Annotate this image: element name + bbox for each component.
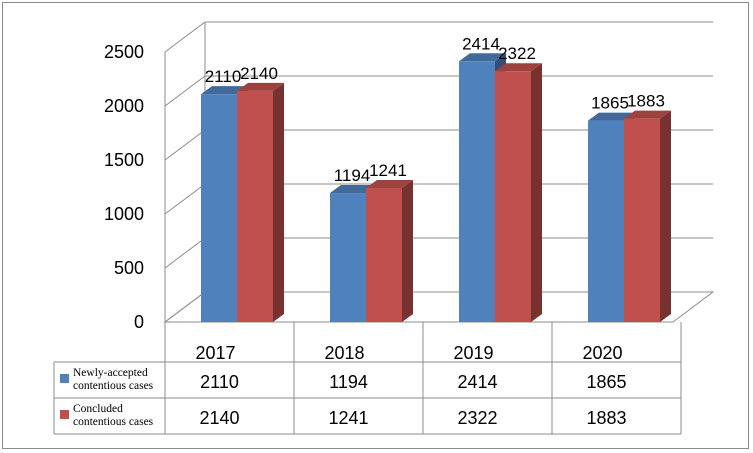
data-label: 2414 (462, 34, 500, 53)
table-cell-value: 2414 (457, 372, 497, 392)
category-label: 2017 (195, 343, 235, 363)
table-cell-value: 2110 (200, 372, 239, 392)
table-cell-value: 1241 (328, 408, 368, 428)
bar-top (588, 112, 635, 121)
table-cell-value: 1883 (586, 408, 626, 428)
gridline-diagonal (164, 129, 206, 161)
legend-swatch (60, 374, 69, 383)
bar-front (459, 61, 495, 323)
table-cell-value: 2140 (199, 408, 239, 428)
gridline-diagonal (164, 183, 206, 215)
bar-top (366, 179, 413, 188)
y-tick-label: 0 (134, 312, 144, 332)
bar (237, 82, 284, 322)
legend-label: Newly-accepted (73, 367, 148, 379)
bar-front (624, 118, 660, 322)
bar-front (366, 187, 402, 322)
bar-top (201, 86, 248, 95)
gridline-diagonal (164, 75, 206, 107)
data-label: 2322 (498, 44, 536, 63)
bar-top (237, 82, 284, 91)
gridline-diagonal (164, 291, 206, 323)
bar-top (459, 53, 506, 62)
legend-label: Concluded (73, 403, 123, 415)
y-tick-label: 2500 (104, 42, 144, 62)
data-label: 2140 (240, 64, 278, 83)
bar-side (273, 82, 284, 322)
y-tick-label: 2000 (104, 96, 144, 116)
table-cell-value: 1194 (329, 372, 368, 392)
y-tick-label: 1500 (104, 150, 144, 170)
y-tick-label: 500 (114, 258, 144, 278)
data-label: 1241 (369, 161, 407, 180)
y-tick-label: 1000 (104, 204, 144, 224)
bar (624, 110, 671, 322)
category-label: 2020 (582, 343, 622, 363)
bar-front (330, 193, 366, 322)
legend-label: contentious cases (73, 380, 154, 392)
bar-top (495, 63, 542, 72)
bar-front (495, 71, 531, 322)
bar-top (330, 185, 377, 194)
bar-side (660, 110, 671, 322)
data-label: 1865 (591, 94, 629, 113)
category-label: 2019 (453, 343, 493, 363)
data-label: 2110 (205, 67, 242, 86)
legend-label: contentious cases (73, 416, 154, 428)
bar-top (624, 110, 671, 119)
bar-side (531, 63, 542, 322)
table-cell-value: 1865 (586, 372, 626, 392)
table-cell-value: 2322 (457, 408, 497, 428)
data-label: 1194 (334, 166, 371, 185)
bar (366, 179, 413, 322)
category-label: 2018 (324, 343, 364, 363)
gridline-diagonal (164, 21, 206, 53)
bar-front (237, 90, 273, 322)
gridline-diagonal (164, 237, 206, 269)
bar (495, 63, 542, 322)
legend-swatch (60, 410, 69, 419)
data-label: 1883 (627, 92, 665, 111)
bar-front (588, 120, 624, 322)
bar-side (402, 179, 413, 322)
bar-front (201, 94, 237, 323)
